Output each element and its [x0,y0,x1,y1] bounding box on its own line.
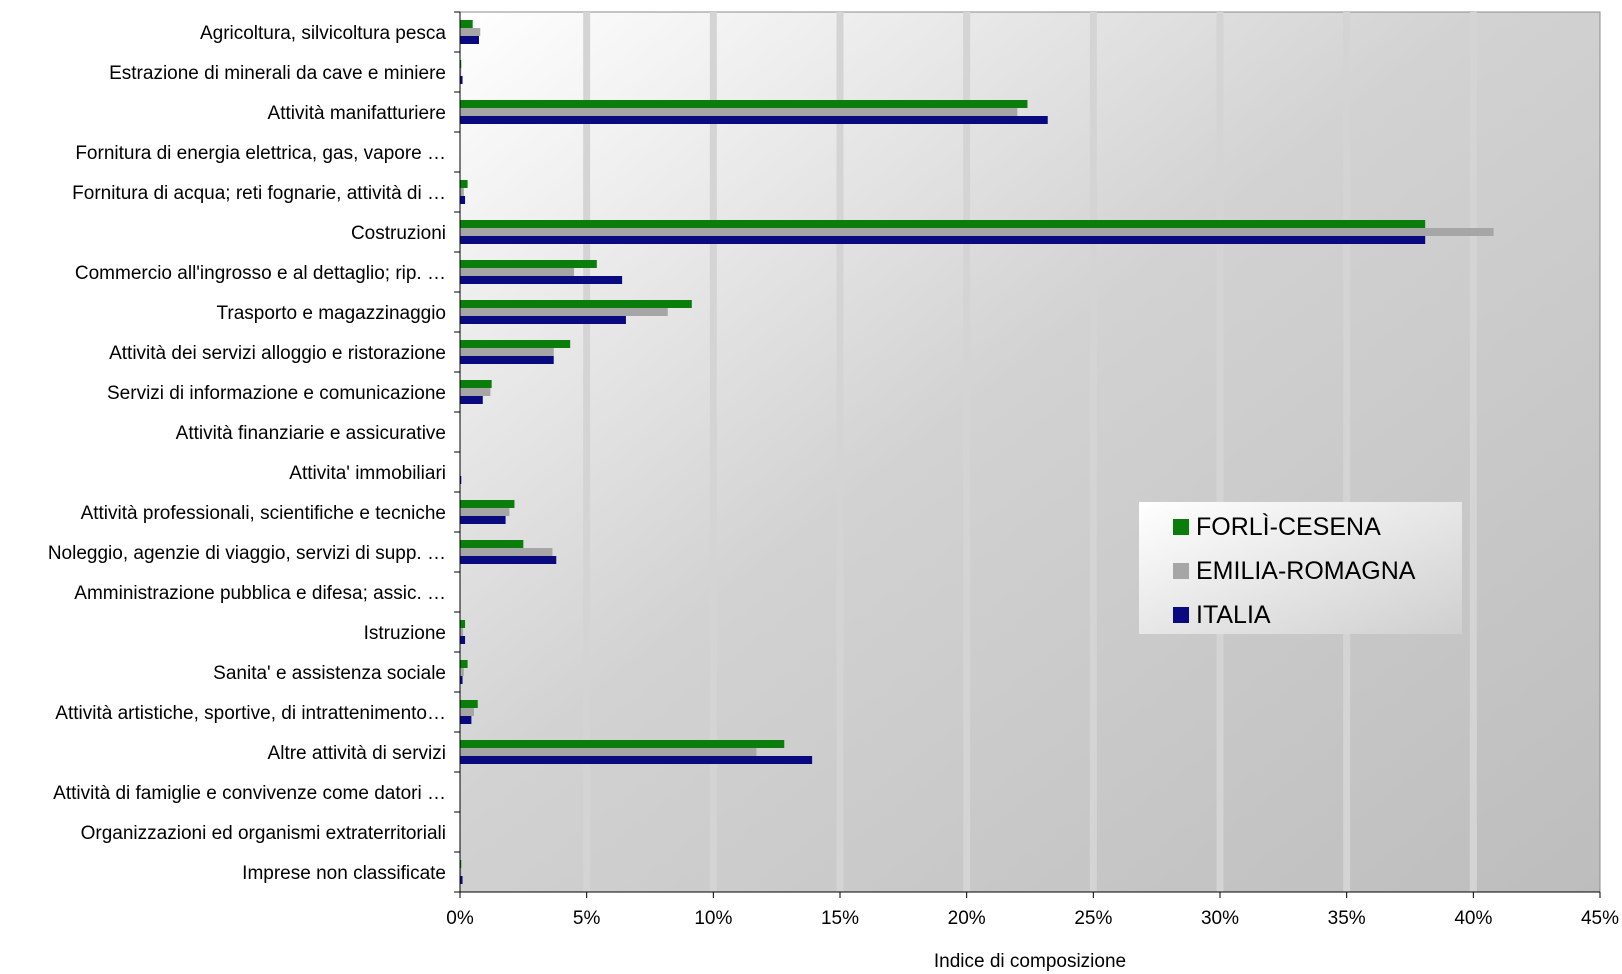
x-tick-label-0: 0% [446,908,474,929]
category-label-11: Attivita' immobiliari [289,463,446,484]
x-tick-label-5: 25% [1074,908,1112,929]
x-tick-label-4: 20% [948,908,986,929]
bar-4-0 [460,180,468,188]
bar-2-1 [460,108,1018,116]
legend-label-2: ITALIA [1196,601,1271,629]
bar-1-1 [460,68,462,76]
bar-13-1 [460,548,553,556]
category-label-19: Attività di famiglie e convivenze come d… [53,783,446,804]
category-labels: Agricoltura, silvicoltura pesca Estrazion… [48,23,447,884]
legend: FORLÌ-CESENA EMILIA-ROMAGNA ITALIA [1139,502,1462,634]
category-label-12: Attività professionali, scientifiche e t… [81,503,446,524]
bar-0-0 [460,20,473,28]
bar-16-2 [460,676,463,684]
x-tick-label-6: 30% [1201,908,1239,929]
category-label-14: Amministrazione pubblica e difesa; assic… [74,583,446,604]
bar-0-1 [460,28,481,36]
bar-16-0 [460,660,468,668]
legend-label-1: EMILIA-ROMAGNA [1196,557,1416,585]
bar-11-2 [460,476,462,484]
bar-18-0 [460,740,785,748]
bar-12-2 [460,516,506,524]
bar-16-1 [460,668,464,676]
category-label-1: Estrazione di minerali da cave e miniere [109,63,446,84]
bar-4-1 [460,188,464,196]
legend-label-0: FORLÌ-CESENA [1196,512,1381,541]
bar-21-1 [460,868,462,876]
category-label-4: Fornitura di acqua; reti fognarie, attiv… [72,183,446,204]
bar-5-1 [460,228,1494,236]
x-tick-label-7: 35% [1328,908,1366,929]
bar-9-1 [460,388,491,396]
x-tick-label-8: 40% [1454,908,1492,929]
bar-17-0 [460,700,478,708]
category-label-8: Attività dei servizi alloggio e ristoraz… [109,343,446,364]
category-label-15: Istruzione [364,623,446,644]
bar-9-2 [460,396,483,404]
bar-17-1 [460,708,474,716]
bar-15-1 [460,628,464,636]
bar-18-2 [460,756,813,764]
axes [454,11,1601,898]
category-label-21: Imprese non classificate [242,863,446,884]
legend-swatch-0 [1173,519,1189,535]
legend-box [1139,502,1462,634]
category-label-17: Attività artistiche, sportive, di intrat… [55,703,446,724]
legend-swatch-1 [1173,563,1189,579]
x-tick-label-3: 15% [821,908,859,929]
bar-8-2 [460,356,554,364]
bar-5-2 [460,236,1426,244]
bar-18-1 [460,748,757,756]
bar-4-2 [460,196,466,204]
bar-7-2 [460,316,626,324]
bar-6-1 [460,268,574,276]
bar-15-2 [460,636,466,644]
bar-6-2 [460,276,623,284]
bar-8-0 [460,340,571,348]
category-label-9: Servizi di informazione e comunicazione [107,383,446,404]
bar-12-0 [460,500,515,508]
x-axis-title: Indice di composizione [934,951,1126,972]
category-label-10: Attività finanziarie e assicurative [176,423,446,444]
legend-swatch-2 [1173,607,1189,623]
bar-13-2 [460,556,557,564]
category-label-16: Sanita' e assistenza sociale [213,663,446,684]
bar-13-0 [460,540,524,548]
category-label-6: Commercio all'ingrosso e al dettaglio; r… [75,263,446,284]
bar-1-2 [460,76,463,84]
bar-7-1 [460,308,668,316]
x-tick-label-9: 45% [1581,908,1619,929]
bar-2-0 [460,100,1028,108]
category-label-7: Trasporto e magazzinaggio [216,303,446,324]
x-tick-label-1: 5% [573,908,601,929]
bar-15-0 [460,620,466,628]
bar-7-0 [460,300,692,308]
x-tick-label-2: 10% [694,908,732,929]
bar-5-0 [460,220,1426,228]
bar-21-0 [460,860,462,868]
bar-9-0 [460,380,492,388]
x-tick-labels: 0% 5% 10% 15% 20% 25% 30% 35% 40% 45% [446,908,1619,929]
category-label-20: Organizzazioni ed organismi extraterrito… [81,823,446,844]
bar-17-2 [460,716,472,724]
category-label-5: Costruzioni [351,223,446,244]
category-label-2: Attività manifatturiere [268,103,446,124]
category-label-3: Fornitura di energia elettrica, gas, vap… [75,143,446,164]
category-label-13: Noleggio, agenzie di viaggio, servizi di… [48,543,446,564]
bar-2-2 [460,116,1048,124]
bar-8-1 [460,348,554,356]
category-label-0: Agricoltura, silvicoltura pesca [200,23,446,44]
category-label-18: Altre attività di servizi [268,743,446,764]
bar-6-0 [460,260,597,268]
bars [460,20,1494,884]
bar-1-0 [460,60,462,68]
bar-12-1 [460,508,510,516]
bar-0-2 [460,36,479,44]
bar-21-2 [460,876,463,884]
